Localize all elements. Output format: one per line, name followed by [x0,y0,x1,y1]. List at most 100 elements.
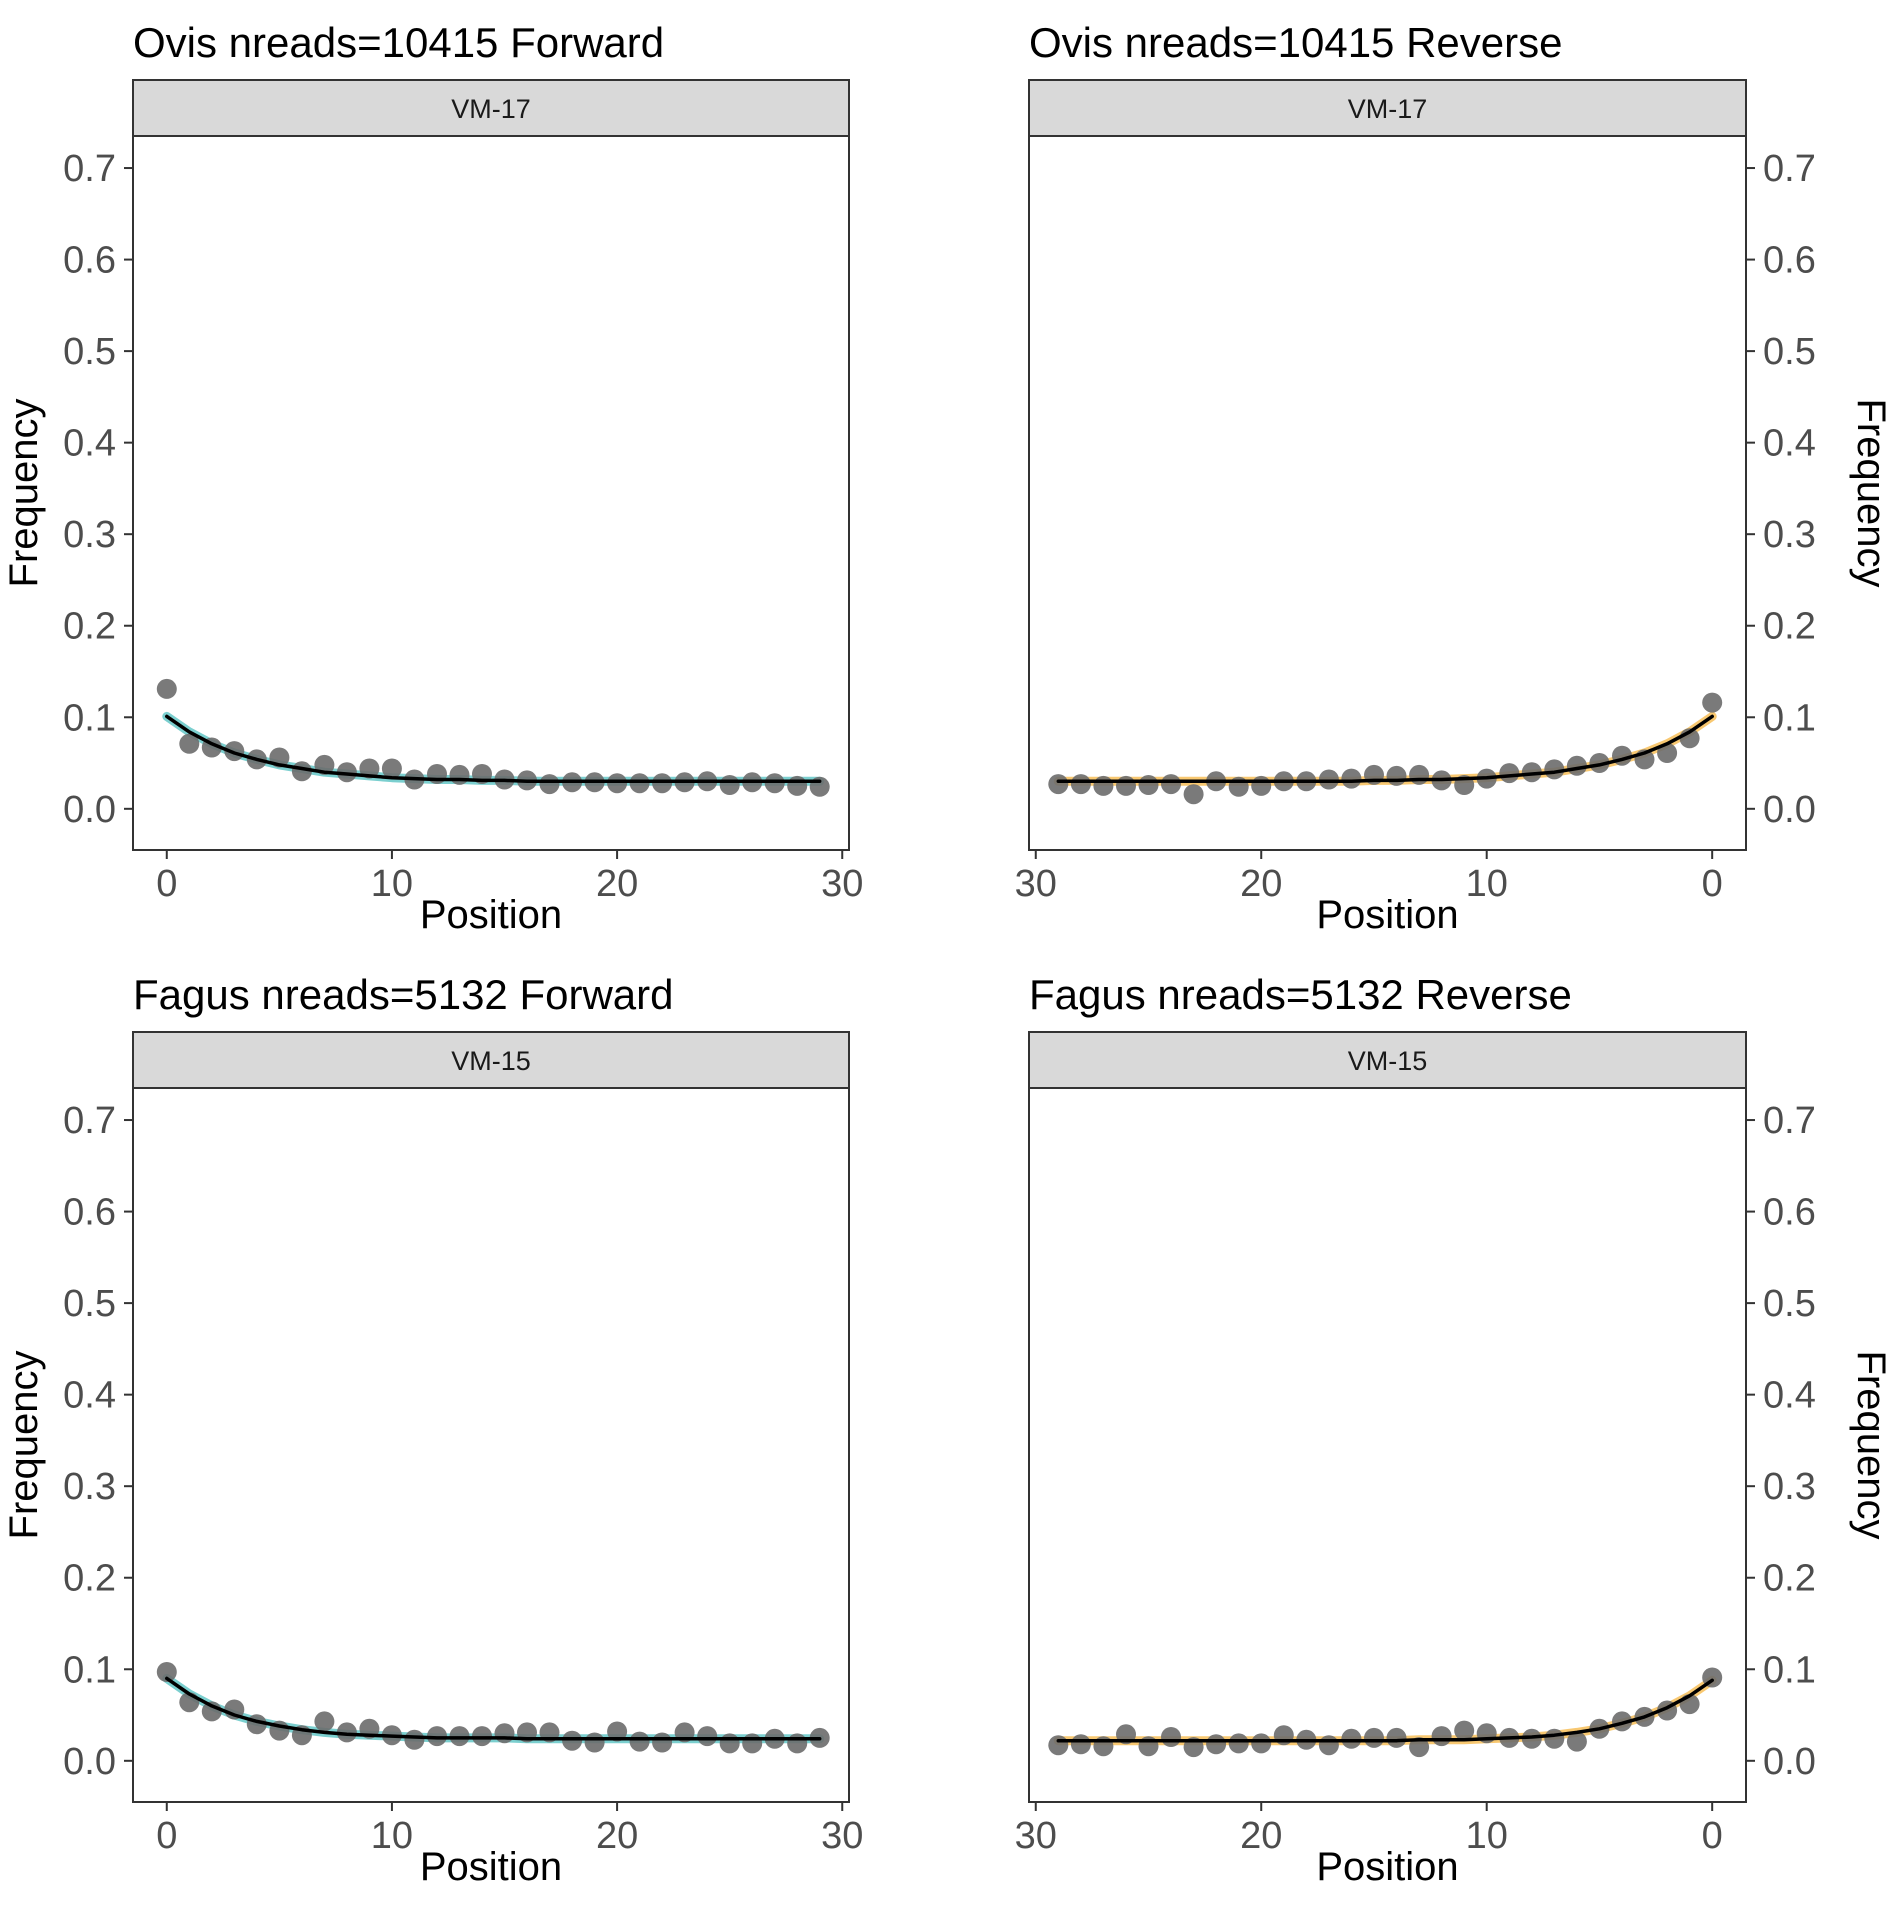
x-tick-label: 10 [371,863,413,905]
y-tick-label: 0.2 [63,606,116,648]
data-point [1070,774,1091,795]
plot-area [132,135,850,851]
data-point [156,1662,177,1682]
data-point [1364,1727,1384,1748]
data-point [1657,743,1678,763]
data-point [1116,775,1136,796]
y-tick-label: 0.3 [1763,514,1816,556]
y-tick-label: 0.1 [63,697,116,739]
panel-2: Ovis nreads=10415 Reverse VM-17 0.0 0.1 0.2 0… [1015,19,1891,937]
data-point [1702,692,1723,713]
y-tick-label: 0.3 [63,1466,116,1508]
data-point [449,764,470,785]
data-point [427,1726,447,1747]
y-tick-label: 0.0 [1763,1741,1816,1783]
data-point [314,1711,335,1732]
y-tick-label: 0.3 [1763,1466,1816,1508]
x-axis-title: Position [1316,1845,1458,1889]
facet-strip-label: VM-15 [451,1046,531,1076]
y-tick-label: 0.6 [63,240,116,282]
data-point [1499,763,1520,784]
data-point [1161,774,1181,795]
data-point [742,1733,763,1754]
y-tick-label: 0.0 [63,1741,116,1783]
y-tick-label: 0.6 [1763,240,1816,282]
data-point [1521,762,1542,783]
x-tick-label: 0 [1702,863,1723,905]
y-tick-label: 0.6 [63,1192,116,1234]
x-tick-label: 20 [1240,863,1282,905]
facet-strip-label: VM-15 [1348,1046,1428,1076]
data-point [1544,759,1565,780]
panel-4: Fagus nreads=5132 Reverse VM-15 0.0 0.1 0.2 0… [1015,971,1891,1889]
fit-line [1056,1678,1714,1743]
data-point [584,1732,605,1753]
y-axis-title: Frequency [2,1351,46,1540]
y-tick-label: 0.7 [63,148,116,190]
data-point [1341,1728,1362,1749]
y-tick-label: 0.5 [63,331,116,373]
x-axis-title: Position [420,1845,562,1889]
data-point [156,678,177,699]
data-point [336,1722,357,1743]
y-axis-title: Frequency [2,399,46,588]
facet-strip [132,1031,850,1089]
data-point [1612,1711,1632,1732]
data-point [1318,769,1339,790]
x-tick-label: 30 [1015,1815,1057,1857]
data-point [1183,784,1204,805]
x-tick-label: 20 [1240,1815,1282,1857]
panel-title: Ovis nreads=10415 Forward [133,19,664,66]
y-tick-label: 0.5 [63,1283,116,1325]
x-tick-label: 10 [1466,863,1508,905]
data-point [1386,1727,1407,1748]
y-tick-label: 0.2 [1763,1558,1816,1600]
data-point [1206,1734,1227,1755]
y-tick-label: 0.1 [63,1649,116,1691]
y-tick-label: 0.1 [1763,697,1816,739]
panel-3: Fagus nreads=5132 Forward VM-15 0.0 0.1 0.2 0… [2,971,863,1889]
data-point [1318,1735,1339,1756]
x-axis-title: Position [1316,893,1458,937]
data-point [404,1729,425,1750]
y-tick-label: 0.5 [1763,331,1816,373]
data-point [1544,1728,1565,1749]
x-axis-title: Position [420,893,562,937]
y-tick-label: 0.7 [63,1100,116,1142]
y-tick-label: 0.6 [1763,1192,1816,1234]
y-tick-label: 0.4 [1763,423,1816,465]
data-point [1386,765,1407,786]
data-point [1409,1737,1430,1758]
data-point [787,1733,808,1754]
data-point [1431,1726,1452,1747]
y-tick-label: 0.4 [63,1375,116,1417]
facet-strip-label: VM-17 [1348,94,1428,124]
x-tick-label: 10 [371,1815,413,1857]
plot-area [132,1087,850,1803]
data-point [1251,1733,1272,1754]
data-point [1589,753,1610,773]
plot-area [1028,135,1747,851]
y-axis-title: Frequency [1849,1351,1891,1540]
data-point [336,762,357,783]
x-tick-label: 30 [821,1815,863,1857]
data-point [607,773,628,794]
y-tick-label: 0.2 [63,1558,116,1600]
data-point [1228,1733,1249,1754]
y-tick-label: 0.2 [1763,606,1816,648]
panel-title: Fagus nreads=5132 Reverse [1029,971,1572,1018]
y-tick-label: 0.7 [1763,1100,1816,1142]
data-point [1138,775,1159,795]
fit-line [1056,714,1714,784]
data-point [1093,775,1114,796]
x-tick-label: 0 [156,863,177,905]
data-point [472,1726,492,1747]
facet-strip [1028,79,1747,137]
panel-title: Fagus nreads=5132 Forward [133,971,673,1018]
y-axis-title: Frequency [1849,399,1891,588]
data-point [1251,775,1272,796]
x-tick-label: 30 [1015,863,1057,905]
data-point [1048,774,1069,795]
data-point [1409,764,1430,785]
data-point [494,1723,515,1744]
